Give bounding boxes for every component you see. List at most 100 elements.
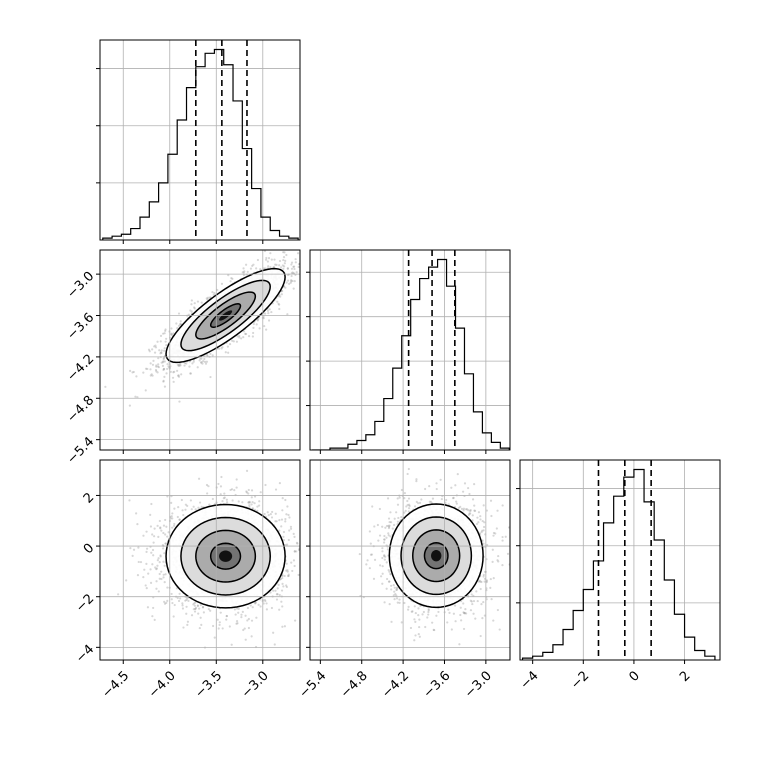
- scatter-point: [284, 520, 287, 523]
- scatter-point: [271, 510, 274, 514]
- scatter-point: [255, 616, 258, 619]
- scatter-point: [190, 303, 193, 306]
- scatter-point: [183, 364, 186, 367]
- scatter-point: [251, 500, 254, 504]
- scatter-point: [129, 369, 132, 372]
- scatter-point: [292, 272, 295, 275]
- scatter-point: [179, 322, 182, 325]
- scatter-point: [219, 611, 222, 614]
- scatter-point: [206, 354, 209, 357]
- scatter-point: [149, 581, 153, 585]
- scatter-point: [170, 592, 173, 596]
- scatter-point: [287, 538, 290, 542]
- scatter-point: [240, 613, 243, 616]
- scatter-point: [254, 602, 257, 605]
- scatter-point: [199, 357, 202, 360]
- scatter-point: [155, 567, 158, 570]
- scatter-point: [241, 610, 244, 613]
- scatter-point: [273, 643, 276, 646]
- scatter-point: [292, 287, 295, 290]
- scatter-point: [117, 593, 120, 596]
- scatter-point: [290, 261, 294, 264]
- scatter-point: [269, 266, 272, 269]
- scatter-point: [151, 374, 154, 377]
- scatter-point: [166, 367, 169, 371]
- scatter-point: [290, 274, 293, 278]
- scatter-point: [187, 599, 190, 603]
- scatter-point: [145, 530, 148, 533]
- scatter-point: [194, 607, 197, 610]
- scatter-point: [255, 323, 258, 326]
- scatter-point: [280, 589, 284, 592]
- scatter-point: [302, 260, 304, 262]
- scatter-point: [171, 517, 174, 520]
- scatter-point: [281, 264, 284, 267]
- scatter-point: [193, 610, 197, 613]
- scatter-point: [186, 504, 189, 508]
- scatter-point: [270, 310, 273, 314]
- scatter-point: [158, 577, 161, 580]
- scatter-point: [163, 552, 166, 555]
- scatter-point: [250, 503, 253, 506]
- scatter-point: [145, 587, 148, 590]
- scatter-point: [259, 605, 262, 608]
- histogram-step: [312, 258, 510, 450]
- scatter-point: [177, 375, 181, 378]
- scatter-point: [244, 332, 247, 335]
- scatter-point: [279, 295, 282, 298]
- scatter-point: [278, 481, 281, 485]
- scatter-point: [220, 475, 223, 479]
- scatter-point: [179, 362, 182, 365]
- scatter-point: [242, 330, 246, 333]
- scatter-point: [274, 488, 278, 491]
- scatter-point: [281, 582, 284, 585]
- scatter-point: [282, 256, 286, 259]
- scatter-point: [242, 336, 245, 339]
- scatter-point: [273, 258, 276, 261]
- scatter-point: [250, 619, 254, 622]
- scatter-point: [251, 507, 255, 510]
- scatter-point: [172, 524, 176, 527]
- scatter-point: [206, 353, 209, 356]
- scatter-point: [242, 267, 245, 270]
- scatter-point: [155, 364, 158, 367]
- scatter-point: [280, 518, 284, 521]
- scatter-point: [281, 574, 284, 577]
- scatter-point: [241, 271, 244, 274]
- scatter-point: [251, 264, 254, 268]
- x-tick-label: −4: [518, 668, 542, 692]
- scatter-point: [164, 340, 167, 343]
- scatter-point: [162, 531, 165, 535]
- scatter-point: [197, 612, 200, 615]
- scatter-point: [267, 311, 270, 315]
- scatter-point: [250, 489, 254, 492]
- scatter-point: [265, 256, 268, 260]
- scatter-point: [173, 603, 176, 607]
- scatter-point: [185, 605, 188, 608]
- scatter-point: [285, 513, 288, 516]
- scatter-point: [235, 620, 239, 623]
- scatter-point: [231, 339, 234, 342]
- scatter-point: [287, 513, 290, 517]
- scatter-point: [128, 499, 131, 502]
- scatter-point: [263, 312, 267, 315]
- scatter-point: [278, 307, 281, 311]
- scatter-point: [196, 300, 200, 303]
- scatter-point: [293, 279, 296, 283]
- scatter-point: [131, 371, 134, 374]
- scatter-point: [142, 371, 145, 374]
- scatter-point: [178, 518, 181, 521]
- scatter-point: [177, 363, 181, 366]
- scatter-point: [228, 625, 231, 628]
- scatter-point: [248, 501, 251, 504]
- scatter-point: [238, 334, 241, 338]
- scatter-point: [256, 258, 260, 262]
- scatter-point: [263, 250, 267, 253]
- scatter-point: [255, 267, 258, 270]
- scatter-point: [268, 308, 271, 311]
- scatter-point: [165, 337, 168, 340]
- scatter-point: [157, 535, 160, 538]
- scatter-point: [252, 263, 255, 266]
- scatter-point: [296, 252, 300, 255]
- scatter-point: [179, 597, 182, 600]
